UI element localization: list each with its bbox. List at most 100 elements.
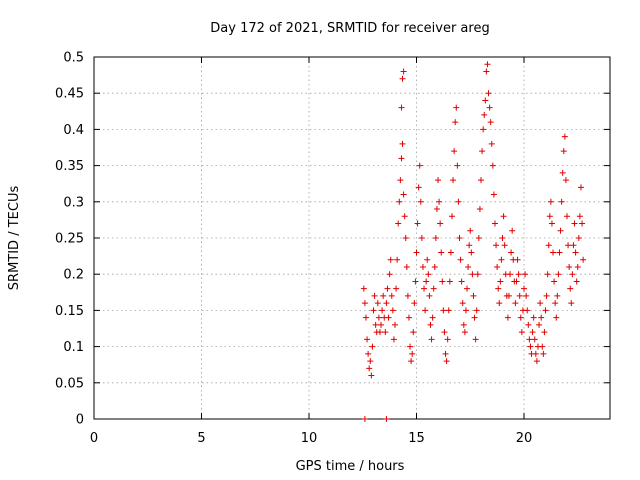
data-point (413, 249, 420, 256)
data-point (522, 271, 529, 278)
data-point (378, 321, 385, 328)
data-point (365, 350, 372, 357)
data-point (497, 278, 504, 285)
data-point (491, 220, 498, 227)
data-point (412, 278, 419, 285)
data-point (550, 249, 557, 256)
data-point (485, 90, 492, 97)
data-point (367, 358, 374, 365)
data-point (454, 162, 461, 169)
data-point (439, 278, 446, 285)
data-point (472, 336, 479, 343)
data-point (440, 307, 447, 314)
data-point (543, 292, 550, 299)
data-point (362, 314, 369, 321)
data-point (421, 285, 428, 292)
data-point (487, 119, 494, 126)
data-point (482, 97, 489, 104)
data-point (484, 61, 491, 68)
data-point (568, 300, 575, 307)
data-point (395, 220, 402, 227)
data-point (551, 278, 558, 285)
data-point (366, 365, 373, 372)
data-point (385, 314, 392, 321)
data-point (423, 278, 430, 285)
data-point (399, 75, 406, 82)
y-axis-label: SRMTID / TECUs (7, 186, 22, 291)
data-point (576, 213, 583, 220)
data-point (450, 177, 457, 184)
data-point (407, 343, 414, 350)
data-point (428, 336, 435, 343)
data-point (527, 343, 534, 350)
data-point (424, 256, 431, 263)
data-point (441, 329, 448, 336)
data-point (445, 307, 452, 314)
data-point (525, 321, 532, 328)
data-point (505, 292, 512, 299)
data-point (481, 111, 488, 118)
data-point (514, 256, 521, 263)
data-point (567, 285, 574, 292)
data-point (544, 271, 551, 278)
data-point (425, 271, 432, 278)
data-point (398, 155, 405, 162)
data-point (467, 227, 474, 234)
data-point (456, 235, 463, 241)
data-point (577, 184, 584, 191)
data-point (547, 198, 554, 205)
data-point (379, 307, 386, 314)
data-point (560, 148, 567, 155)
data-point (402, 235, 409, 241)
data-point (405, 314, 412, 321)
data-point (554, 292, 561, 299)
data-point (400, 68, 407, 75)
data-point (380, 292, 387, 299)
data-point (383, 300, 390, 307)
data-point (580, 256, 587, 263)
data-point (469, 271, 476, 278)
data-point (410, 329, 417, 336)
y-tick-label: 0.2 (63, 268, 84, 283)
data-point (387, 256, 394, 263)
data-point (542, 307, 549, 314)
data-point (431, 263, 438, 270)
data-point (372, 321, 379, 328)
data-point (471, 314, 478, 321)
data-point (561, 133, 568, 140)
data-point (572, 249, 579, 256)
data-point (575, 235, 582, 241)
data-point (388, 292, 395, 299)
data-point (518, 329, 525, 336)
data-point (556, 249, 563, 256)
data-points (360, 61, 587, 422)
data-point (396, 198, 403, 205)
data-point (500, 213, 507, 220)
data-point (504, 314, 511, 321)
x-axis-label: GPS time / hours (296, 459, 405, 474)
data-point (432, 235, 439, 241)
data-point (479, 148, 486, 155)
data-point (516, 292, 523, 299)
data-point (458, 278, 465, 285)
data-point (369, 343, 376, 350)
data-point (376, 329, 383, 336)
data-point (537, 300, 544, 307)
y-tick-label: 0.4 (63, 123, 84, 138)
data-point (464, 285, 471, 292)
y-tick-label: 0.15 (55, 304, 84, 319)
data-point (473, 307, 480, 314)
data-point (398, 104, 405, 111)
y-tick-label: 0.35 (55, 159, 84, 174)
data-point (539, 343, 546, 350)
data-point (390, 336, 397, 343)
data-point (430, 285, 437, 292)
data-point (552, 300, 559, 307)
data-point (559, 169, 566, 176)
data-point (480, 126, 487, 133)
data-point (524, 307, 531, 314)
data-point (389, 307, 396, 314)
data-point (538, 314, 545, 321)
data-point (417, 198, 424, 205)
data-point (408, 358, 415, 365)
